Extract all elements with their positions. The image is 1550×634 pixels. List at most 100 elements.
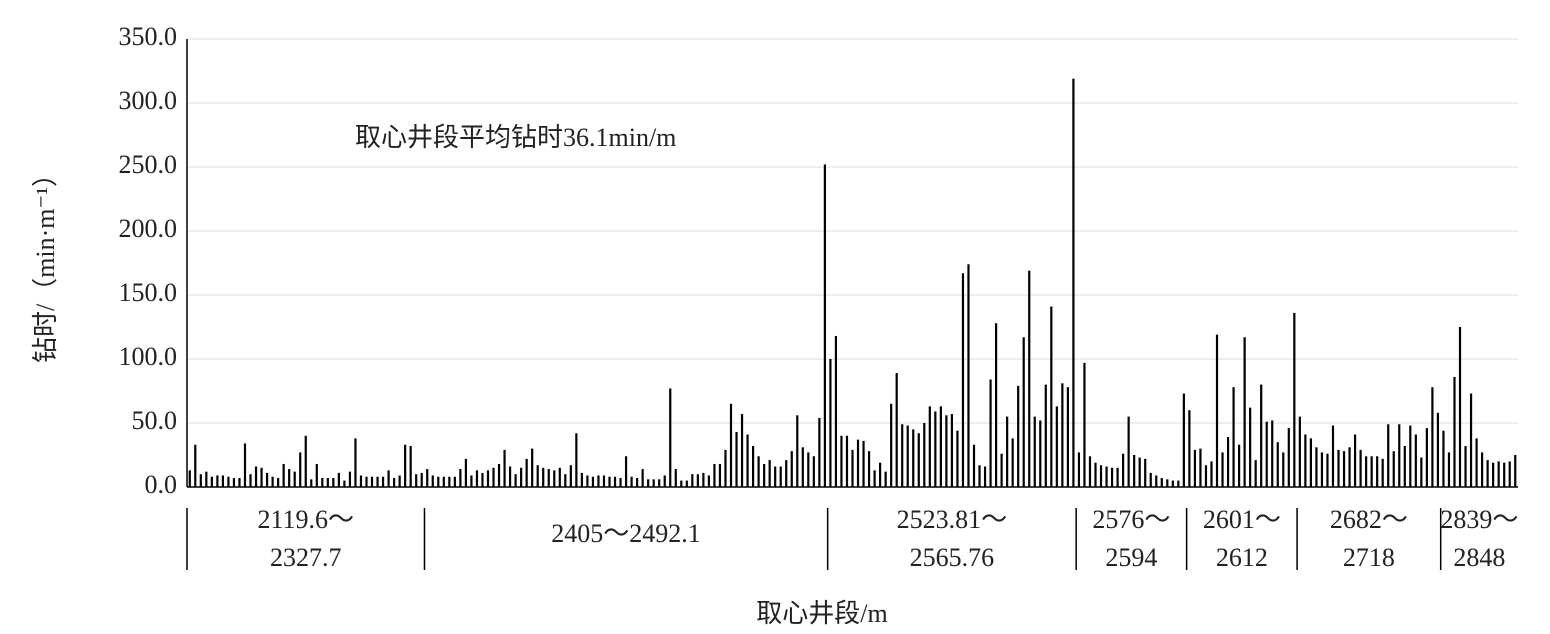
group-label: 2119.6～ — [257, 505, 354, 534]
bar — [387, 470, 390, 487]
bar — [1022, 337, 1025, 487]
bar — [768, 460, 771, 487]
bar — [1133, 455, 1136, 487]
bar — [1066, 387, 1069, 487]
bar — [796, 415, 799, 487]
bar — [812, 456, 815, 487]
bar — [807, 452, 810, 487]
bar — [1293, 312, 1296, 487]
group-label: 2839～ — [1440, 505, 1518, 534]
y-tick-label: 150.0 — [119, 278, 178, 307]
y-tick-label: 0.0 — [145, 470, 178, 499]
bar — [1503, 462, 1506, 487]
bar — [1116, 467, 1119, 487]
bar — [702, 472, 705, 487]
bar — [1342, 451, 1346, 487]
bar — [1331, 425, 1335, 487]
bar — [983, 466, 987, 487]
bar — [1083, 362, 1086, 487]
bar — [1033, 416, 1036, 487]
bar — [845, 435, 849, 487]
bar — [978, 465, 981, 487]
bar — [238, 478, 241, 487]
bar — [1028, 270, 1031, 487]
bar — [1249, 407, 1252, 487]
bar — [277, 478, 280, 487]
bar — [790, 451, 793, 487]
bar — [1326, 453, 1329, 487]
bar — [265, 472, 269, 487]
bar — [713, 463, 716, 487]
bar — [1442, 430, 1445, 487]
y-tick-label: 200.0 — [119, 214, 178, 243]
bar — [950, 414, 954, 487]
bar — [569, 465, 572, 487]
bar — [1077, 452, 1081, 487]
bar — [1320, 452, 1324, 487]
bar — [370, 476, 374, 487]
bar — [818, 417, 821, 487]
bar — [840, 435, 843, 487]
bar — [895, 373, 898, 487]
bar — [1044, 384, 1047, 487]
bar — [1221, 452, 1224, 487]
bar — [879, 462, 882, 487]
bar — [464, 458, 468, 487]
bar — [205, 471, 208, 487]
bar — [1000, 453, 1003, 487]
bar — [823, 164, 826, 487]
bar — [994, 323, 998, 487]
bar — [486, 470, 490, 487]
bar — [1359, 449, 1362, 487]
bar — [1409, 425, 1412, 487]
bar — [260, 467, 263, 487]
group-label: 2718 — [1343, 543, 1395, 572]
bar — [856, 439, 860, 487]
bar — [1177, 480, 1180, 487]
bar — [1365, 456, 1368, 487]
bar — [542, 467, 545, 487]
bar — [525, 458, 528, 487]
bar — [912, 429, 915, 487]
bar — [591, 476, 595, 487]
bar — [939, 406, 942, 487]
bar — [249, 474, 252, 487]
bar — [547, 469, 550, 487]
bar — [1226, 437, 1230, 487]
bar — [393, 478, 396, 487]
bar — [243, 443, 247, 487]
bar — [1199, 448, 1202, 487]
bar — [497, 463, 501, 487]
bar — [1144, 458, 1147, 487]
bar — [680, 480, 683, 487]
bar — [785, 460, 788, 487]
group-label: 2405～2492.1 — [551, 519, 701, 548]
bar — [613, 476, 617, 487]
bar — [199, 474, 202, 487]
bar — [420, 472, 423, 487]
bar — [740, 414, 744, 487]
bar — [751, 446, 755, 487]
bar — [989, 379, 992, 487]
y-axis-label: 钻时/（min·m⁻¹） — [31, 161, 60, 363]
bar — [227, 476, 230, 487]
group-label: 2576～ — [1092, 505, 1170, 534]
bar — [359, 475, 363, 487]
bar — [1398, 424, 1401, 487]
bar — [890, 403, 893, 487]
y-tick-label: 250.0 — [119, 150, 178, 179]
bar — [1138, 457, 1141, 487]
bar — [514, 474, 517, 487]
bar — [1353, 434, 1357, 487]
bar — [696, 474, 699, 487]
bar — [426, 469, 429, 487]
bar — [1315, 447, 1318, 487]
x-axis-label: 取心井段/m — [756, 599, 887, 628]
bar — [1469, 393, 1473, 487]
bar — [453, 476, 456, 487]
bar — [437, 476, 440, 487]
bar — [1171, 480, 1174, 487]
bar — [1304, 434, 1307, 487]
bar — [271, 476, 274, 487]
bar — [475, 470, 479, 487]
